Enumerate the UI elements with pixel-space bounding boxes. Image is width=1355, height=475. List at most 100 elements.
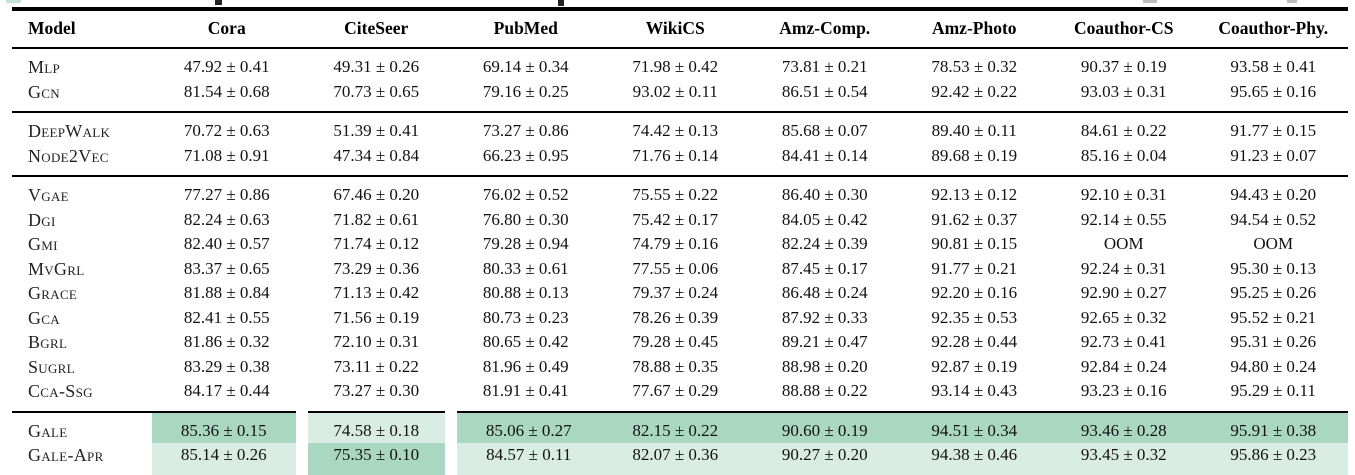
column-header-citeseer: CiteSeer <box>301 9 451 49</box>
value-cell: 95.91 ± 0.38 <box>1198 411 1348 443</box>
model-cell: Grace <box>28 283 78 303</box>
results-table: Model Cora CiteSeer PubMed WikiCS Amz-Comp. Am… <box>12 7 1348 475</box>
table-row: Bgrl 81.86 ± 0.32 72.10 ± 0.31 80.65 ± 0.42… <box>12 330 1348 355</box>
value-cell: 92.84 ± 0.24 <box>1080 356 1167 376</box>
row-group-4: Gale 85.36 ± 0.15 74.58 ± 0.18 85.06 ± 0.27… <box>12 411 1348 475</box>
value-cell: 82.24 ± 0.63 <box>183 209 270 229</box>
value-cell: 95.86 ± 0.23 <box>1198 443 1348 475</box>
value-cell: 71.76 ± 0.14 <box>632 145 719 165</box>
value-cell: 92.87 ± 0.19 <box>931 356 1018 376</box>
value-cell: 78.26 ± 0.39 <box>632 307 719 327</box>
value-cell: 91.62 ± 0.37 <box>931 209 1018 229</box>
value-cell: 93.46 ± 0.28 <box>1049 411 1199 443</box>
value-cell: 85.06 ± 0.27 <box>445 411 601 443</box>
value-cell: 73.27 ± 0.30 <box>333 381 420 400</box>
value-cell: 92.73 ± 0.41 <box>1080 332 1167 351</box>
value-cell: 87.92 ± 0.33 <box>781 307 868 327</box>
value-cell: 47.92 ± 0.41 <box>183 57 270 76</box>
column-header-coauthor-cs: Coauthor-CS <box>1049 9 1199 49</box>
table-row: Gale-Apr 85.14 ± 0.26 75.35 ± 0.10 84.57 ± … <box>12 443 1348 475</box>
value-cell: 92.24 ± 0.31 <box>1080 258 1167 278</box>
value-cell: 84.05 ± 0.42 <box>781 209 868 229</box>
model-cell: Gale <box>28 420 68 441</box>
model-cell: Cca-Ssg <box>28 381 93 401</box>
value-cell: 91.77 ± 0.15 <box>1230 121 1317 140</box>
model-cell: DeepWalk <box>28 121 111 141</box>
caption-remnant <box>1143 0 1157 3</box>
value-cell: 79.16 ± 0.25 <box>482 81 569 101</box>
value-cell: 73.27 ± 0.86 <box>482 121 569 140</box>
value-cell: 71.13 ± 0.42 <box>333 283 420 302</box>
value-cell: 67.46 ± 0.20 <box>333 185 420 204</box>
value-cell: 94.43 ± 0.20 <box>1230 185 1317 204</box>
row-group-1: Mlp 47.92 ± 0.41 49.31 ± 0.26 69.14 ± 0.34 7… <box>12 48 1348 112</box>
table-row: Gmi 82.40 ± 0.57 71.74 ± 0.12 79.28 ± 0.94 7… <box>12 232 1348 257</box>
caption-remnant <box>1287 0 1297 3</box>
value-cell: 88.98 ± 0.20 <box>781 356 868 376</box>
value-cell: 71.74 ± 0.12 <box>333 234 420 253</box>
value-cell: 95.29 ± 0.11 <box>1230 381 1316 400</box>
value-cell: 83.37 ± 0.65 <box>183 258 270 278</box>
value-cell: 88.88 ± 0.22 <box>781 381 868 400</box>
value-cell: 86.51 ± 0.54 <box>781 81 868 101</box>
value-cell: 92.20 ± 0.16 <box>931 283 1018 302</box>
value-cell: 83.29 ± 0.38 <box>183 356 270 376</box>
row-group-3: Vgae 77.27 ± 0.86 67.46 ± 0.20 76.02 ± 0.52… <box>12 176 1348 412</box>
value-cell: 73.11 ± 0.22 <box>333 356 419 376</box>
value-cell: 89.68 ± 0.19 <box>931 145 1018 165</box>
value-cell: 74.42 ± 0.13 <box>632 121 719 140</box>
caption-remnant <box>215 0 222 5</box>
table-row: Node2Vec 71.08 ± 0.91 47.34 ± 0.84 66.23 ± … <box>12 144 1348 177</box>
value-cell: 89.21 ± 0.47 <box>781 332 868 351</box>
value-cell: 90.37 ± 0.19 <box>1080 57 1167 76</box>
value-cell: 71.98 ± 0.42 <box>632 57 719 76</box>
value-cell: 90.27 ± 0.20 <box>750 443 900 475</box>
value-cell: 74.58 ± 0.18 <box>295 411 451 443</box>
value-cell: 75.55 ± 0.22 <box>632 185 719 204</box>
value-cell: OOM <box>1103 234 1144 253</box>
model-cell: Bgrl <box>28 332 68 352</box>
value-cell: 93.03 ± 0.31 <box>1080 81 1167 101</box>
value-cell: 85.36 ± 0.15 <box>152 411 302 443</box>
value-cell: 92.28 ± 0.44 <box>931 332 1018 351</box>
value-cell: 82.40 ± 0.57 <box>183 234 270 253</box>
value-cell: OOM <box>1253 234 1294 253</box>
value-cell: 80.88 ± 0.13 <box>482 283 569 302</box>
value-cell: 89.40 ± 0.11 <box>931 121 1017 140</box>
value-cell: 80.65 ± 0.42 <box>482 332 569 351</box>
value-cell: 79.28 ± 0.45 <box>632 332 719 351</box>
value-cell: 95.31 ± 0.26 <box>1230 332 1317 351</box>
model-cell: Mlp <box>28 57 61 77</box>
value-cell: 92.42 ± 0.22 <box>931 81 1018 101</box>
value-cell: 78.88 ± 0.35 <box>632 356 719 376</box>
table-row: Gale 85.36 ± 0.15 74.58 ± 0.18 85.06 ± 0.27… <box>12 411 1348 443</box>
value-cell: 51.39 ± 0.41 <box>333 121 420 140</box>
table-row: Sugrl 83.29 ± 0.38 73.11 ± 0.22 81.96 ± 0.4… <box>12 355 1348 380</box>
value-cell: 81.88 ± 0.84 <box>183 283 270 302</box>
value-cell: 71.08 ± 0.91 <box>183 145 270 165</box>
value-cell: 77.55 ± 0.06 <box>632 258 719 278</box>
value-cell: 95.52 ± 0.21 <box>1230 307 1317 327</box>
value-cell: 91.77 ± 0.21 <box>931 258 1018 278</box>
table-row: Grace 81.88 ± 0.84 71.13 ± 0.42 80.88 ± 0.1… <box>12 281 1348 306</box>
model-cell: Gca <box>28 307 60 328</box>
value-cell: 94.80 ± 0.24 <box>1230 356 1317 376</box>
value-cell: 66.23 ± 0.95 <box>482 145 569 165</box>
value-cell: 95.30 ± 0.13 <box>1230 258 1317 278</box>
value-cell: 92.90 ± 0.27 <box>1080 283 1167 302</box>
value-cell: 84.57 ± 0.11 <box>445 443 601 475</box>
header-row: Model Cora CiteSeer PubMed WikiCS Amz-Comp. Am… <box>12 9 1348 49</box>
value-cell: 94.38 ± 0.46 <box>899 443 1049 475</box>
value-cell: 85.14 ± 0.26 <box>152 443 302 475</box>
value-cell: 80.33 ± 0.61 <box>482 258 569 278</box>
value-cell: 69.14 ± 0.34 <box>482 57 569 76</box>
value-cell: 75.42 ± 0.17 <box>632 209 719 229</box>
table-row: Gca 82.41 ± 0.55 71.56 ± 0.19 80.73 ± 0.23 7… <box>12 306 1348 331</box>
value-cell: 90.81 ± 0.15 <box>931 234 1018 253</box>
value-cell: 75.35 ± 0.10 <box>295 443 451 475</box>
value-cell: 81.96 ± 0.49 <box>482 356 569 376</box>
value-cell: 95.25 ± 0.26 <box>1230 283 1317 302</box>
value-cell: 77.67 ± 0.29 <box>632 381 719 400</box>
value-cell: 71.56 ± 0.19 <box>333 307 420 327</box>
value-cell: 73.81 ± 0.21 <box>781 57 868 76</box>
